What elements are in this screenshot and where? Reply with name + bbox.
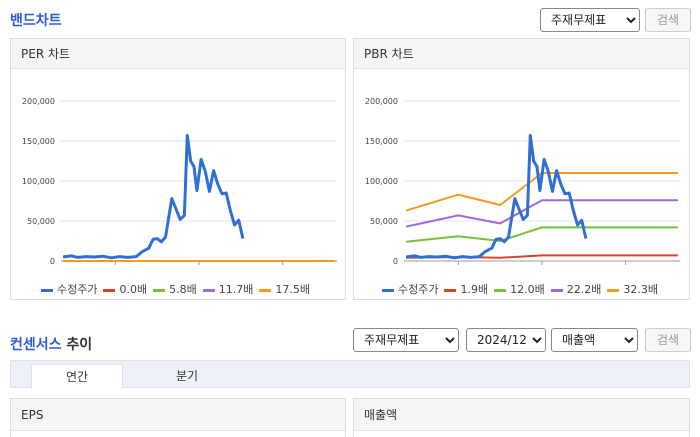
- consensus-statement-select[interactable]: 주재무제표: [353, 328, 459, 352]
- consensus-title: 컨센서스 추이: [10, 337, 93, 353]
- legend-swatch: [103, 288, 116, 292]
- x-tick-label: 2022/01/01: [92, 268, 138, 269]
- y-tick-label: 150,000: [22, 137, 55, 146]
- legend-label: 수정주가: [57, 283, 98, 296]
- pbr-chart-plot: 200,000 150,000 100,000 50,000 0 2022/01/01 20…: [365, 97, 680, 269]
- financial-statement-select[interactable]: 주재무제표: [540, 8, 640, 32]
- pbr-chart-title: PBR 차트: [354, 39, 689, 69]
- band-search-button[interactable]: 검색: [645, 8, 691, 32]
- eps-panel: EPS: [10, 398, 346, 437]
- x-tick-label: 2026/01/01: [260, 268, 306, 269]
- legend-item[interactable]: 12.0배: [494, 281, 545, 297]
- legend-item[interactable]: 11.7배: [202, 281, 254, 297]
- legend-swatch: [444, 288, 457, 292]
- sales-panel: 매출액: [353, 398, 690, 437]
- y-tick-label: 50,000: [27, 217, 55, 226]
- consensus-search-button[interactable]: 검색: [645, 328, 691, 352]
- legend-swatch: [41, 288, 53, 292]
- price-line: [62, 133, 245, 260]
- period-tabs: 연간 분기: [10, 360, 690, 389]
- per-chart-title: PER 차트: [11, 39, 345, 69]
- legend-swatch: [494, 288, 507, 292]
- y-tick-label: 200,000: [365, 97, 398, 106]
- legend-swatch: [202, 288, 215, 292]
- tab-annual[interactable]: 연간: [31, 364, 123, 389]
- y-tick-label: 50,000: [370, 217, 398, 226]
- band-line: [405, 226, 678, 243]
- legend-item[interactable]: 17.5배: [259, 281, 310, 297]
- legend-swatch: [550, 288, 563, 292]
- y-tick-label: 100,000: [365, 177, 398, 186]
- legend-item[interactable]: 수정주가: [41, 281, 97, 297]
- legend-label: 17.5배: [275, 283, 310, 296]
- legend-label: 1.9배: [460, 283, 489, 296]
- eps-panel-title: EPS: [11, 399, 345, 431]
- y-tick-label: 200,000: [22, 97, 55, 106]
- x-tick-label: 2026/01/01: [603, 268, 649, 269]
- legend-swatch: [607, 288, 620, 292]
- per-chart-panel: PER 차트 200,000 150,000 100,000 50,000 0 2022/…: [10, 38, 346, 300]
- consensus-period-select[interactable]: 2024/12: [466, 328, 546, 352]
- y-tick-label: 0: [393, 257, 398, 266]
- y-tick-label: 150,000: [365, 137, 398, 146]
- legend-label: 수정주가: [398, 283, 439, 296]
- legend-item[interactable]: 수정주가: [382, 281, 438, 297]
- legend-item[interactable]: 32.3배: [607, 281, 658, 297]
- tab-quarterly[interactable]: 분기: [175, 369, 199, 383]
- legend-label: 11.7배: [218, 283, 254, 296]
- x-tick-label: 2022/01/01: [435, 268, 481, 269]
- sales-panel-title: 매출액: [354, 399, 689, 431]
- y-tick-label: 100,000: [22, 177, 55, 186]
- legend-swatch: [382, 288, 394, 292]
- per-chart-plot: 200,000 150,000 100,000 50,000 0 2022/01/01 20…: [22, 97, 337, 269]
- legend-label: 5.8배: [169, 283, 197, 296]
- legend-swatch: [259, 288, 272, 292]
- x-tick-label: 2024/01/01: [519, 268, 565, 269]
- legend-label: 12.0배: [510, 283, 545, 296]
- price-line: [405, 133, 588, 260]
- legend-item[interactable]: 5.8배: [153, 281, 197, 297]
- pbr-chart-legend: 수정주가 1.9배 12.0배 22.2배 32.3배: [382, 281, 664, 297]
- band-line: [405, 172, 678, 212]
- legend-item[interactable]: 0.0배: [103, 281, 147, 297]
- y-tick-label: 0: [50, 257, 55, 266]
- legend-label: 0.0배: [119, 283, 148, 296]
- legend-item[interactable]: 22.2배: [550, 281, 602, 297]
- legend-swatch: [153, 288, 166, 292]
- pbr-chart-panel: PBR 차트 200,000 150,000 100,000 50,000 0 2022/…: [353, 38, 690, 300]
- per-chart-legend: 수정주가 0.0배 5.8배 11.7배 17.5배: [41, 281, 316, 297]
- band-line: [405, 199, 678, 228]
- legend-item[interactable]: 1.9배: [444, 281, 488, 297]
- legend-label: 22.2배: [566, 283, 602, 296]
- consensus-item-select[interactable]: 매출액: [551, 328, 638, 352]
- band-chart-title: 밴드차트: [10, 13, 62, 29]
- legend-label: 32.3배: [623, 283, 658, 296]
- x-tick-label: 2024/01/01: [176, 268, 222, 269]
